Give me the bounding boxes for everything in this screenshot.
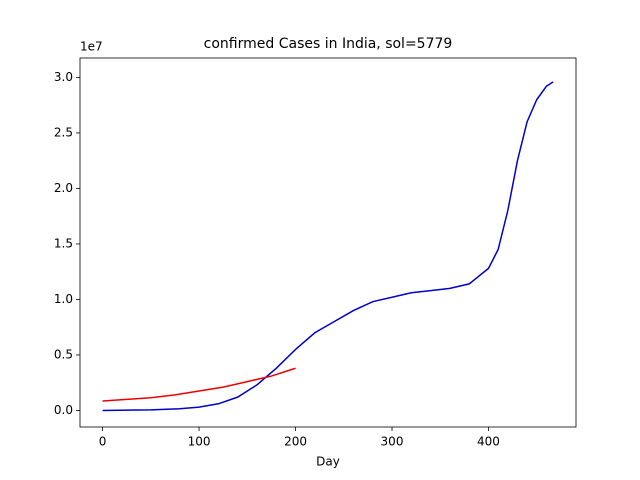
- y-tick-label: 2.0: [54, 181, 73, 195]
- y-tick-label: 2.5: [54, 125, 73, 139]
- x-axis-label: Day: [316, 455, 340, 469]
- x-tick-label: 300: [381, 435, 404, 449]
- y-tick-label: 0.0: [54, 403, 73, 417]
- y-offset-label: 1e7: [80, 40, 103, 54]
- x-tick-label: 200: [284, 435, 307, 449]
- y-tick-label: 1.5: [54, 236, 73, 250]
- chart-title: confirmed Cases in India, sol=5779: [204, 36, 453, 52]
- y-tick-label: 0.5: [54, 347, 73, 361]
- x-tick-label: 0: [99, 435, 107, 449]
- y-tick-label: 1.0: [54, 292, 73, 306]
- y-tick-label: 3.0: [54, 70, 73, 84]
- x-tick-label: 400: [477, 435, 500, 449]
- x-tick-label: 100: [188, 435, 211, 449]
- plot-frame: [79, 57, 577, 428]
- series-line: [102, 367, 296, 402]
- series-line: [102, 81, 554, 412]
